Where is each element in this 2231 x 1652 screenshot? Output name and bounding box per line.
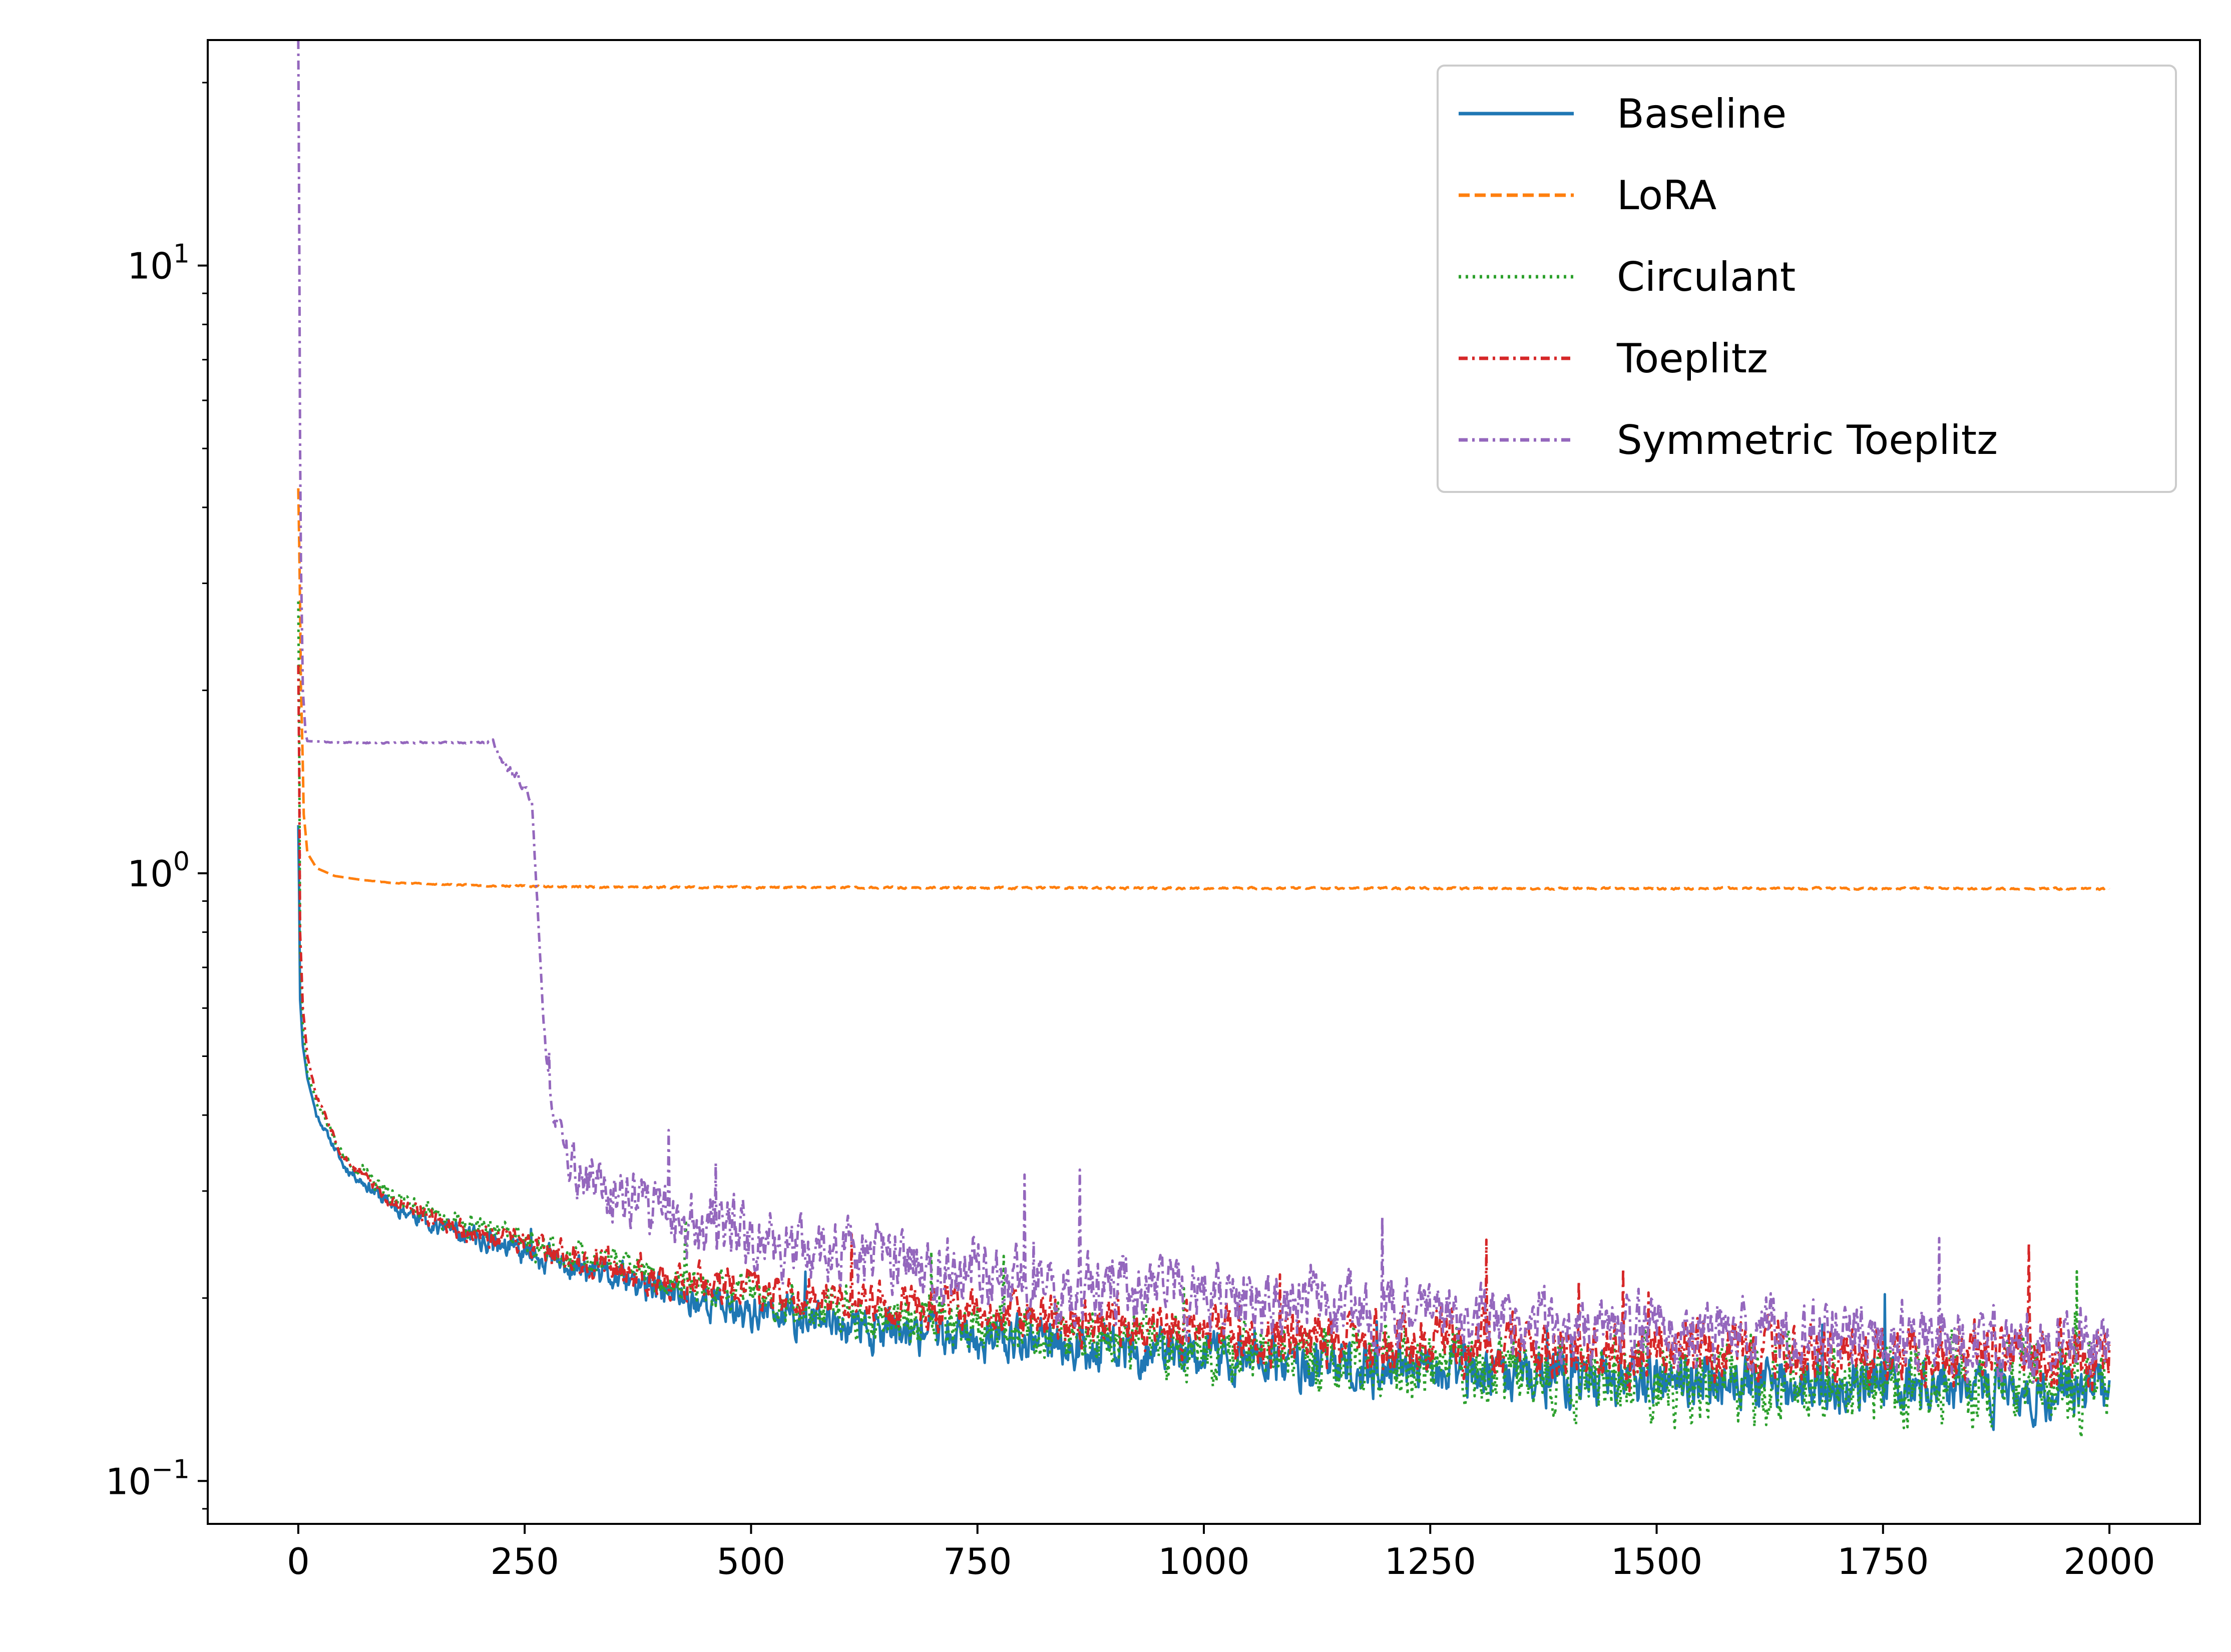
y-tick-label: 100 [127, 847, 190, 895]
x-tick-label: 1750 [1837, 1540, 1929, 1582]
x-axis: 0 250 500 750 1000 1250 1500 1750 2000 [287, 1524, 2155, 1582]
x-tick-label: 0 [287, 1540, 310, 1582]
x-tick-label: 1500 [1611, 1540, 1702, 1582]
x-tick-label: 750 [943, 1540, 1012, 1582]
legend-label: Toeplitz [1616, 335, 1768, 382]
x-tick-label: 250 [490, 1540, 559, 1582]
x-tick-label: 500 [717, 1540, 785, 1582]
legend-label: LoRA [1617, 172, 1716, 219]
legend-box [1437, 65, 2177, 493]
series-line-lora [297, 488, 2110, 891]
y-tick-label: 101 [127, 239, 190, 287]
series-line-toeplitz [297, 665, 2111, 1393]
legend-label: Baseline [1617, 91, 1787, 137]
legend-label: Circulant [1617, 254, 1796, 300]
x-tick-label: 1000 [1158, 1540, 1249, 1582]
legend-label: Symmetric Toeplitz [1617, 417, 1998, 463]
x-tick-label: 1250 [1385, 1540, 1476, 1582]
x-tick-label: 2000 [2063, 1540, 2155, 1582]
series-line-symmetric-toeplitz [297, 40, 2111, 1384]
legend: Baseline LoRA Circulant Toeplitz Symmetric T… [1437, 65, 2177, 493]
series-layer [297, 40, 2111, 1439]
y-tick-label: 10−1 [106, 1454, 190, 1502]
y-axis: 10−1 100 101 [106, 82, 208, 1510]
